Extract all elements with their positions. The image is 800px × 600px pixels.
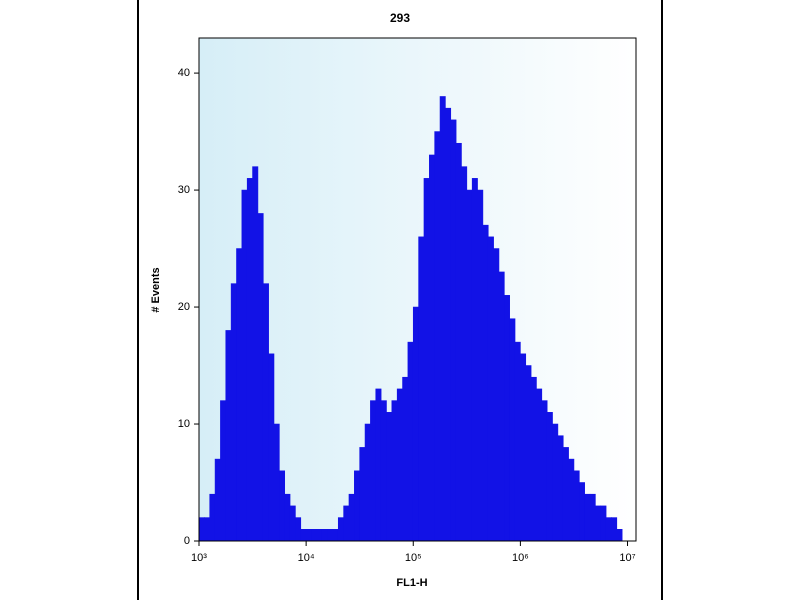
bar (359, 447, 366, 542)
bar (579, 482, 585, 542)
bar (461, 166, 468, 542)
bar (536, 388, 543, 542)
bar (573, 470, 580, 542)
bar (311, 529, 318, 542)
bar (337, 517, 344, 542)
bar (214, 458, 221, 542)
bar (354, 470, 360, 542)
x-tick-label: 10³ (191, 552, 207, 564)
bar (396, 388, 403, 542)
bar (584, 493, 591, 542)
bar (611, 517, 618, 542)
bar (525, 365, 532, 542)
bar (316, 529, 323, 542)
bar (530, 376, 537, 542)
bar (402, 376, 409, 542)
bar (262, 283, 269, 542)
y-tick-label: 10 (178, 418, 190, 430)
bar (370, 400, 377, 542)
bar (429, 154, 435, 542)
bar (230, 283, 237, 542)
bar (423, 178, 430, 542)
bar (600, 505, 607, 542)
bar (482, 224, 489, 542)
bar (546, 412, 553, 542)
bar (391, 400, 398, 542)
bar (552, 423, 559, 542)
bar (509, 318, 516, 542)
bar (305, 529, 312, 542)
y-tick-label: 0 (184, 535, 190, 547)
bar (589, 493, 596, 542)
x-axis-label: FL1-H (396, 577, 427, 589)
bar (466, 189, 473, 542)
bar (284, 493, 291, 542)
bar (455, 142, 462, 542)
bar (343, 505, 350, 542)
bar (295, 517, 302, 542)
bar (198, 517, 205, 542)
bar (471, 178, 478, 542)
bar (209, 493, 216, 542)
bar (439, 96, 446, 542)
bar (386, 412, 393, 542)
bar (541, 400, 548, 542)
bar (289, 505, 296, 542)
bar (204, 517, 211, 542)
bar (520, 353, 527, 542)
bar (225, 330, 232, 542)
bar (514, 341, 521, 542)
bar (273, 423, 280, 542)
y-tick-label: 20 (178, 301, 190, 313)
bar (445, 107, 452, 542)
bar (434, 131, 441, 542)
chart-title: 293 (390, 11, 410, 25)
bar (321, 529, 328, 542)
y-tick-label: 30 (178, 184, 190, 196)
y-axis-label: # Events (150, 267, 162, 312)
bar (477, 189, 484, 542)
bar (252, 166, 259, 542)
bar (332, 529, 339, 542)
bar (375, 388, 382, 542)
bar (241, 189, 248, 542)
bar (557, 435, 564, 542)
y-tick-label: 40 (178, 67, 190, 79)
plot-border (198, 37, 637, 542)
bar (246, 178, 253, 542)
bar (498, 271, 505, 542)
bar (348, 493, 355, 542)
bar (487, 236, 494, 542)
bar (268, 353, 275, 542)
bar (595, 505, 602, 542)
bar (616, 529, 623, 542)
bar (568, 458, 575, 542)
bar (279, 470, 286, 542)
bar (562, 447, 569, 542)
x-tick-label: 10⁴ (298, 552, 315, 564)
bar (418, 236, 425, 542)
bar (407, 341, 414, 542)
x-tick-label: 10⁵ (405, 552, 422, 564)
bar (412, 306, 419, 542)
bar (364, 423, 371, 542)
x-tick-label: 10⁷ (619, 552, 635, 564)
bar (220, 400, 227, 542)
x-tick-label: 10⁶ (512, 552, 529, 564)
bar (450, 119, 457, 542)
bar (300, 529, 307, 542)
bars (198, 96, 623, 542)
bar (493, 248, 500, 542)
bar (327, 529, 334, 542)
bar (605, 517, 612, 542)
bar (236, 248, 243, 542)
bar (257, 213, 264, 542)
bar (504, 295, 510, 542)
bar (380, 400, 387, 542)
